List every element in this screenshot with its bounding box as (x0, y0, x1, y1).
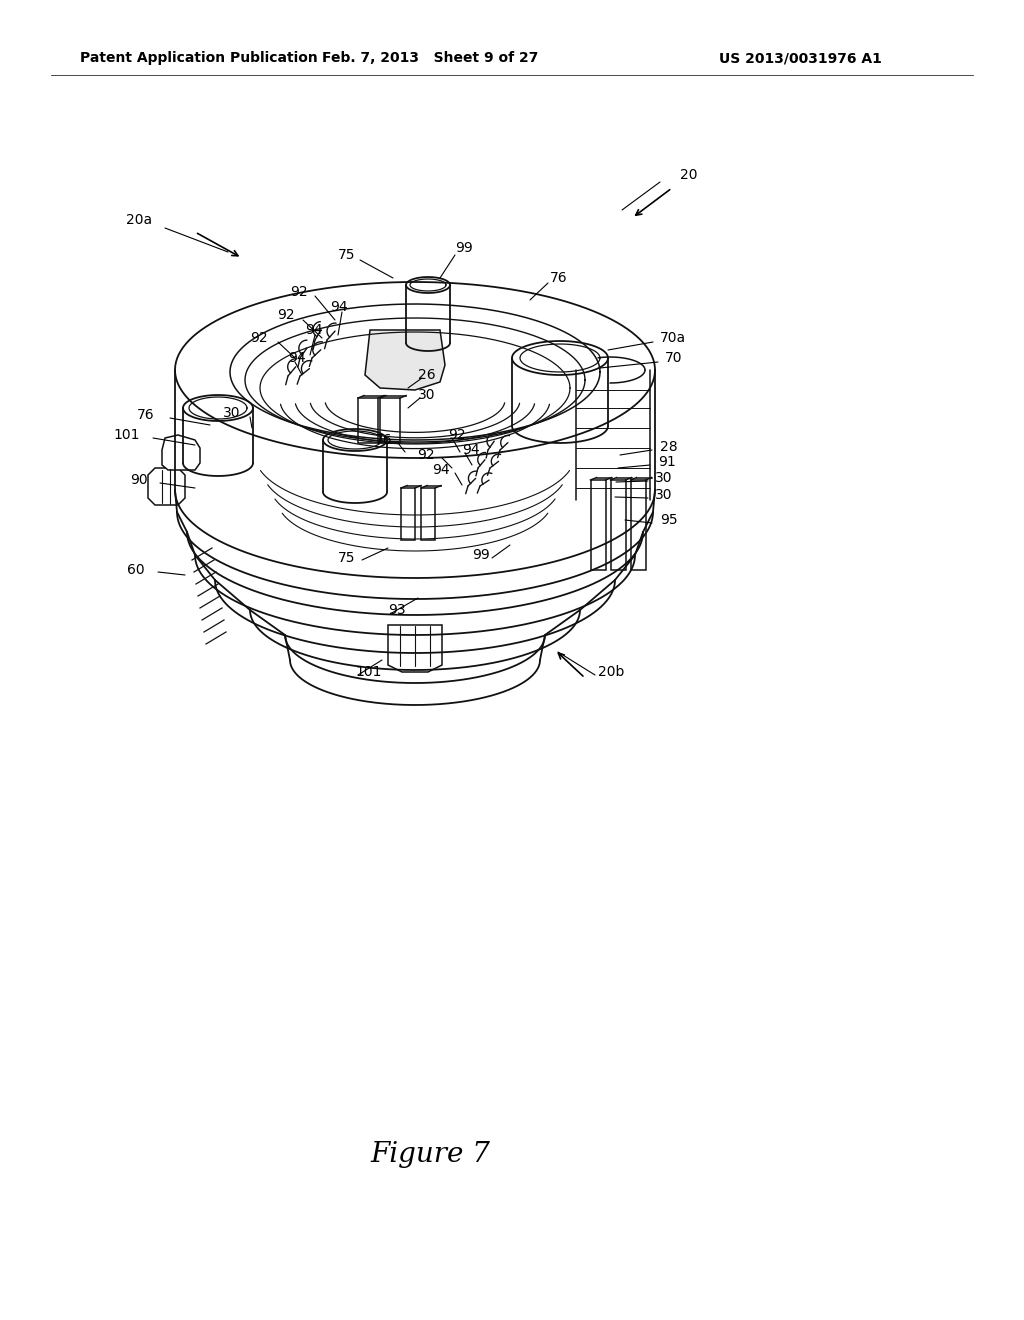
Polygon shape (421, 488, 435, 540)
Polygon shape (380, 399, 400, 444)
Polygon shape (162, 436, 200, 470)
Text: 93: 93 (388, 603, 406, 616)
Text: 20: 20 (680, 168, 697, 182)
Polygon shape (631, 480, 645, 570)
Text: 28: 28 (660, 440, 678, 454)
Text: Figure 7: Figure 7 (370, 1142, 489, 1168)
Text: 94: 94 (432, 463, 450, 477)
Text: 76: 76 (137, 408, 155, 422)
Polygon shape (401, 488, 415, 540)
Polygon shape (365, 330, 445, 389)
Text: 92: 92 (418, 447, 435, 462)
Text: Patent Application Publication: Patent Application Publication (80, 51, 317, 65)
Text: 30: 30 (418, 388, 435, 403)
Text: 30: 30 (222, 407, 240, 420)
Text: 92: 92 (251, 331, 268, 345)
Text: 94: 94 (305, 323, 323, 337)
Text: 94: 94 (288, 351, 305, 366)
Text: 92: 92 (278, 308, 295, 322)
Text: 76: 76 (550, 271, 567, 285)
Text: 91: 91 (658, 455, 676, 469)
Text: Feb. 7, 2013   Sheet 9 of 27: Feb. 7, 2013 Sheet 9 of 27 (322, 51, 539, 65)
Text: 94: 94 (330, 300, 347, 314)
Text: 101: 101 (114, 428, 140, 442)
Text: 92: 92 (291, 285, 308, 300)
Polygon shape (388, 624, 442, 672)
Text: 30: 30 (655, 488, 673, 502)
Text: 90: 90 (130, 473, 148, 487)
Polygon shape (591, 480, 605, 570)
Text: 99: 99 (455, 242, 473, 255)
Text: 26: 26 (418, 368, 435, 381)
Polygon shape (610, 480, 626, 570)
Text: 20a: 20a (126, 213, 152, 227)
Text: 99: 99 (472, 548, 490, 562)
Text: 76: 76 (376, 433, 393, 447)
Text: 20b: 20b (598, 665, 625, 678)
Polygon shape (148, 469, 185, 506)
Text: 70: 70 (665, 351, 683, 366)
Text: 94: 94 (462, 444, 479, 457)
Polygon shape (575, 370, 650, 500)
Text: 75: 75 (338, 248, 355, 261)
Text: US 2013/0031976 A1: US 2013/0031976 A1 (719, 51, 882, 65)
Text: 70a: 70a (660, 331, 686, 345)
Text: 92: 92 (449, 428, 466, 442)
Text: 101: 101 (355, 665, 382, 678)
Text: 30: 30 (655, 471, 673, 484)
Polygon shape (358, 399, 378, 444)
Text: 75: 75 (338, 550, 355, 565)
Text: 95: 95 (660, 513, 678, 527)
Text: 60: 60 (127, 564, 145, 577)
